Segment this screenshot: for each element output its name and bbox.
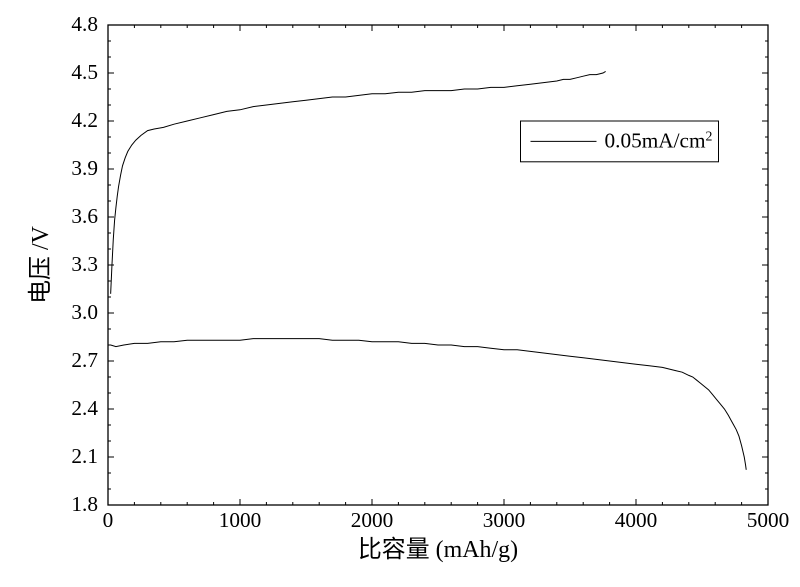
chart-bg — [0, 0, 800, 587]
legend-label: 0.05mA/cm2 — [605, 128, 713, 153]
y-tick-label: 1.8 — [71, 492, 98, 516]
y-tick-label: 4.8 — [71, 12, 98, 36]
x-tick-label: 1000 — [219, 508, 262, 532]
x-tick-label: 5000 — [747, 508, 790, 532]
y-tick-label: 3.3 — [71, 252, 98, 276]
y-tick-label: 2.4 — [71, 396, 98, 420]
y-axis-label: 电压 /V — [27, 225, 54, 304]
x-axis-label: 比容量 (mAh/g) — [358, 536, 518, 563]
y-tick-label: 3.9 — [71, 156, 98, 180]
y-tick-label: 4.5 — [71, 60, 98, 84]
y-tick-label: 2.1 — [71, 444, 98, 468]
y-tick-label: 4.2 — [71, 108, 98, 132]
x-tick-label: 2000 — [351, 508, 394, 532]
x-tick-label: 3000 — [483, 508, 526, 532]
y-tick-label: 3.0 — [71, 300, 98, 324]
y-tick-label: 2.7 — [71, 348, 98, 372]
chart-container: 0 1000 2000 3000 4000 5000 1.8 2.1 2.4 2.7 3.0 3.3 3… — [0, 0, 800, 587]
x-tick-label: 4000 — [615, 508, 658, 532]
x-tick-label: 0 — [103, 508, 114, 532]
y-tick-label: 3.6 — [71, 204, 98, 228]
chart-svg: 0 1000 2000 3000 4000 5000 1.8 2.1 2.4 2.7 3.0 3.3 3… — [0, 0, 800, 587]
